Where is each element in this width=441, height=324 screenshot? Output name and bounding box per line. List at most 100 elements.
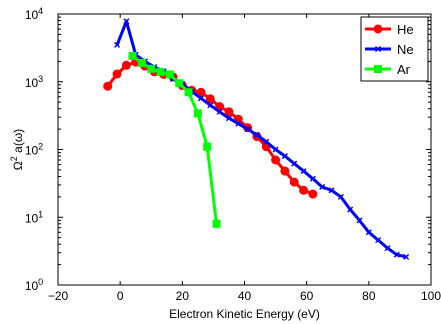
data-point-ne [244, 126, 251, 133]
data-point-ne [328, 187, 335, 194]
x-tick-label: −20 [48, 289, 69, 303]
y-tick-label-exp: 0 [38, 277, 43, 287]
y-tick-label-exp: 4 [38, 6, 43, 16]
data-point-ar [212, 219, 221, 228]
y-tick-label-exp: 2 [38, 142, 43, 152]
marker-stroke [207, 102, 214, 109]
legend: He Ne Ar [360, 16, 429, 82]
data-point-he [271, 155, 281, 165]
x-tick-label: 60 [300, 289, 314, 303]
data-point-ne [384, 245, 391, 252]
data-point-ne [393, 251, 400, 258]
data-point-ne [356, 217, 363, 224]
marker-stroke [309, 175, 316, 182]
data-point-he [299, 185, 309, 195]
y-tick-label-base: 10 [25, 211, 39, 225]
legend-swatch-marker [374, 45, 382, 53]
data-point-he [205, 94, 215, 104]
data-point-ar [193, 109, 202, 118]
marker-stroke [403, 253, 410, 260]
y-tick-label: 101 [25, 209, 43, 225]
x-tick-label: 40 [238, 289, 252, 303]
marker-stroke [374, 45, 382, 53]
y-tick-label: 100 [25, 277, 43, 293]
data-point-ar [156, 67, 165, 76]
data-point-ne [375, 237, 382, 244]
data-point-ne [225, 115, 232, 122]
x-tick-label: 80 [362, 289, 376, 303]
marker-stroke [319, 183, 326, 190]
data-point-ne [272, 146, 279, 153]
series-layer [103, 18, 410, 260]
x-tick-label: 100 [421, 289, 441, 303]
y-axis-title-exp: 2 [9, 156, 19, 161]
marker-stroke [375, 237, 382, 244]
y-tick-label: 103 [25, 74, 43, 90]
marker-stroke [393, 251, 400, 258]
data-point-he [289, 177, 299, 187]
y-tick-label-exp: 3 [38, 74, 43, 84]
legend-entry-ne: Ne [365, 42, 414, 57]
data-point-ne [365, 229, 372, 236]
marker-stroke [384, 245, 391, 252]
data-point-ne [291, 160, 298, 167]
data-point-he [196, 87, 206, 97]
legend-marker [374, 65, 382, 73]
marker-stroke [347, 206, 354, 213]
data-point-ne [114, 41, 121, 48]
data-point-ne [309, 175, 316, 182]
marker-stroke [291, 160, 298, 167]
data-point-he [224, 107, 234, 117]
y-tick-label-exp: 1 [38, 209, 43, 219]
data-point-ne [197, 95, 205, 102]
marker-stroke [216, 108, 223, 115]
data-point-ne [347, 206, 354, 213]
y-tick-label: 104 [25, 6, 43, 22]
marker-stroke [300, 168, 307, 175]
legend-entry-he: He [365, 22, 414, 37]
marker-stroke [225, 115, 232, 122]
y-tick-label: 102 [25, 142, 43, 158]
data-point-ne [263, 138, 270, 145]
data-point-he [103, 81, 113, 91]
data-point-ne [253, 131, 260, 138]
y-tick-label-base: 10 [25, 76, 39, 90]
legend-entry-ar: Ar [365, 62, 411, 77]
marker-stroke [114, 41, 121, 48]
legend-label-ne: Ne [397, 42, 414, 57]
data-point-ne [235, 120, 242, 127]
data-point-he [112, 69, 122, 79]
y-axis-title-rest: a(ω) [11, 129, 25, 156]
y-axis-title: Ω2 a(ω) [9, 129, 25, 170]
data-point-he [280, 166, 290, 176]
legend-label-ar: Ar [397, 62, 411, 77]
legend-marker [374, 45, 382, 53]
x-tick-label: 0 [117, 289, 124, 303]
y-tick-label-base: 10 [25, 279, 39, 293]
data-point-ne [337, 193, 344, 200]
data-point-ne [123, 18, 130, 25]
data-point-ar [184, 88, 193, 97]
marker-stroke [365, 229, 372, 236]
marker-stroke [328, 187, 335, 194]
data-point-ne [403, 253, 410, 260]
data-point-ne [300, 168, 307, 175]
data-point-ne [281, 153, 288, 160]
data-point-he [308, 189, 318, 199]
data-point-ar [147, 64, 156, 73]
data-point-ar [203, 142, 212, 151]
marker-stroke [244, 126, 251, 133]
y-tick-label-base: 10 [25, 144, 39, 158]
marker-stroke [253, 131, 260, 138]
data-point-ar [128, 51, 137, 60]
marker-stroke [123, 18, 130, 25]
marker-stroke [337, 193, 344, 200]
data-point-ne [319, 183, 326, 190]
marker-stroke [281, 153, 288, 160]
y-tick-label-base: 10 [25, 8, 39, 22]
marker-stroke [356, 217, 363, 224]
marker-stroke [235, 120, 242, 127]
series-line-ar [131, 54, 218, 224]
